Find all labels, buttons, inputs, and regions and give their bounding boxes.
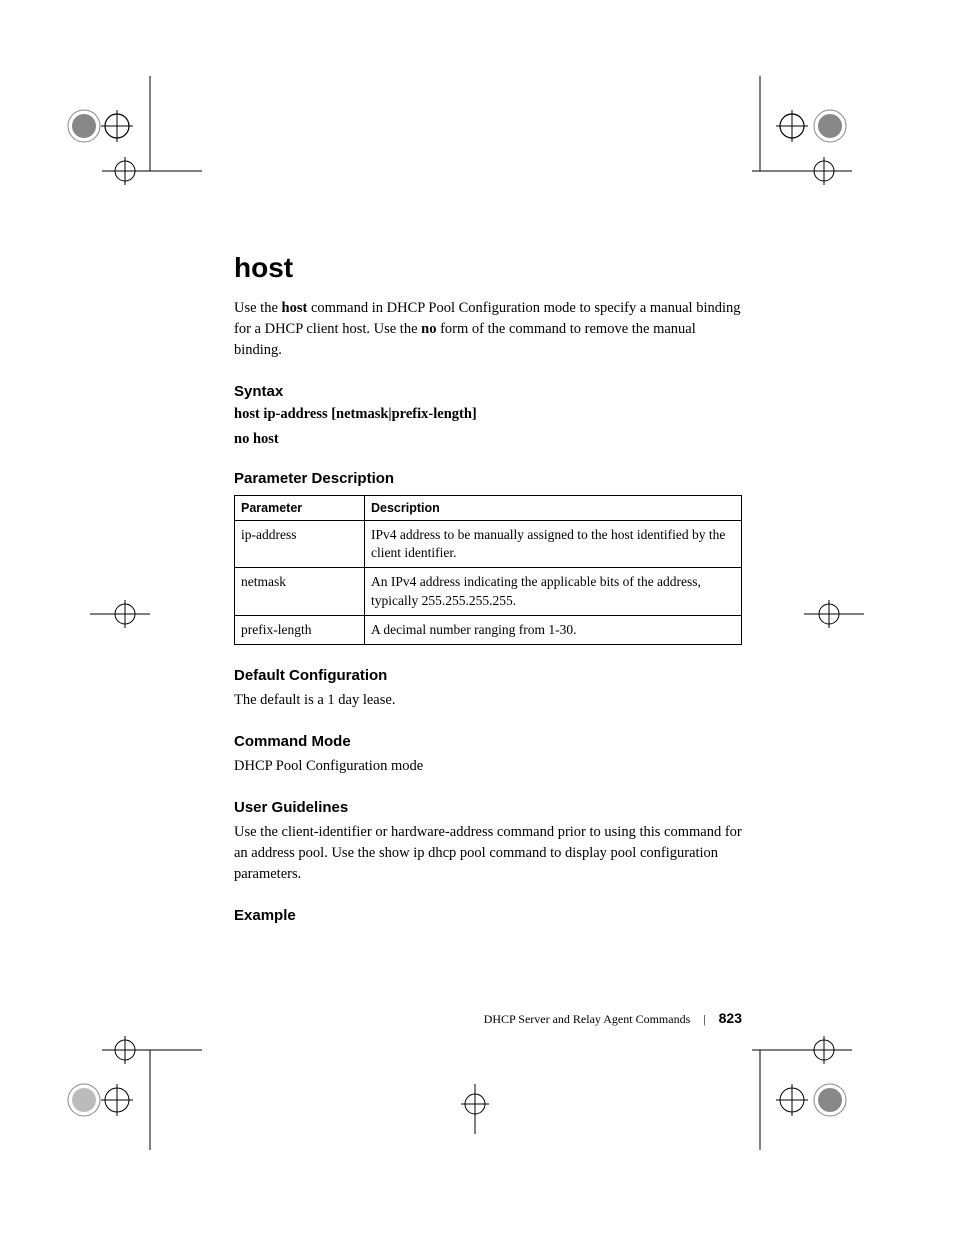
table-row: netmask An IPv4 address indicating the a…: [235, 568, 742, 615]
example-heading: Example: [234, 907, 742, 924]
td-desc: IPv4 address to be manually assigned to …: [365, 521, 742, 568]
command-mode-heading: Command Mode: [234, 733, 742, 750]
regmark-bl: [62, 1020, 202, 1150]
th-parameter: Parameter: [235, 496, 365, 521]
user-guidelines-heading: User Guidelines: [234, 799, 742, 816]
regmark-tl: [62, 76, 202, 206]
regmark-bc: [445, 1084, 505, 1134]
intro-paragraph: Use the host command in DHCP Pool Config…: [234, 298, 742, 361]
footer-separator: |: [703, 1012, 705, 1026]
parameter-table: Parameter Description ip-address IPv4 ad…: [234, 495, 742, 645]
page-footer: DHCP Server and Relay Agent Commands | 8…: [234, 1010, 742, 1027]
footer-chapter: DHCP Server and Relay Agent Commands: [484, 1012, 691, 1026]
param-desc-heading: Parameter Description: [234, 470, 742, 487]
regmark-mr: [804, 596, 864, 632]
td-desc: An IPv4 address indicating the applicabl…: [365, 568, 742, 615]
syntax-line-2: no host: [234, 431, 742, 448]
table-row: ip-address IPv4 address to be manually a…: [235, 521, 742, 568]
regmark-br: [752, 1020, 902, 1150]
th-description: Description: [365, 496, 742, 521]
regmark-ml: [90, 596, 150, 632]
syntax-line-1: host ip-address [netmask|prefix-length]: [234, 406, 742, 423]
command-title: host: [234, 252, 742, 284]
user-guidelines-text: Use the client-identifier or hardware-ad…: [234, 822, 742, 885]
default-config-text: The default is a 1 day lease.: [234, 690, 742, 711]
td-param: prefix-length: [235, 615, 365, 644]
td-desc: A decimal number ranging from 1-30.: [365, 615, 742, 644]
default-config-heading: Default Configuration: [234, 667, 742, 684]
page-content: host Use the host command in DHCP Pool C…: [234, 252, 742, 930]
table-header-row: Parameter Description: [235, 496, 742, 521]
syntax-heading: Syntax: [234, 383, 742, 400]
td-param: ip-address: [235, 521, 365, 568]
footer-page-number: 823: [719, 1010, 742, 1026]
table-row: prefix-length A decimal number ranging f…: [235, 615, 742, 644]
command-mode-text: DHCP Pool Configuration mode: [234, 756, 742, 777]
regmark-tr: [752, 76, 902, 206]
td-param: netmask: [235, 568, 365, 615]
